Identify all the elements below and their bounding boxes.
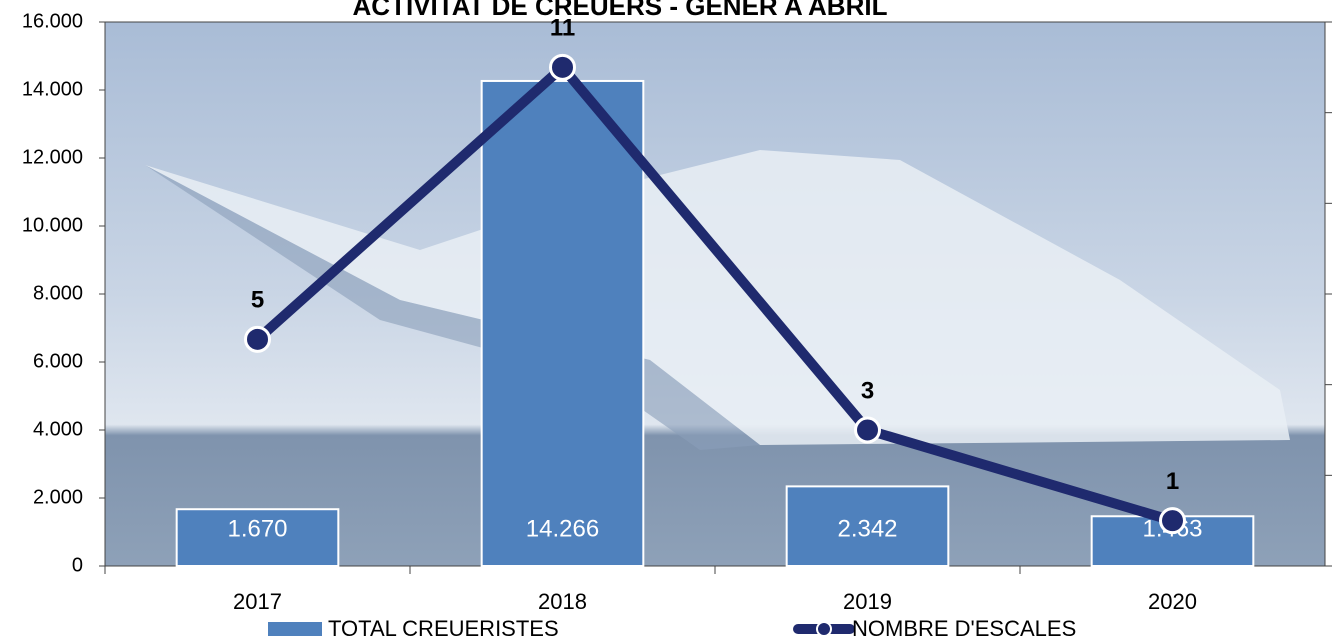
y-tick-label: 8.000: [33, 282, 83, 304]
y-tick-label: 14.000: [22, 78, 83, 100]
marker: [244, 325, 271, 353]
data-label: 1: [1166, 468, 1179, 495]
legend-label: NOMBRE D'ESCALES: [852, 616, 1076, 641]
y-tick-label: 6.000: [33, 350, 83, 372]
y-tick-label: 16.000: [22, 10, 83, 32]
y-tick-label: 0: [72, 554, 83, 576]
legend: TOTAL CREUERISTES NOMBRE D'ESCALES: [268, 616, 1076, 641]
y-tick-label: 4.000: [33, 418, 83, 440]
bar: [175, 508, 340, 567]
x-tick-label: 2020: [1148, 589, 1197, 614]
marker: [854, 416, 881, 444]
data-label: 1.670: [227, 515, 287, 542]
x-tick-label: 2018: [538, 589, 587, 614]
bar: [785, 485, 950, 568]
data-label: 14.266: [526, 515, 599, 542]
legend-marker: [816, 621, 832, 637]
data-label: 5: [251, 287, 264, 314]
bar: [480, 79, 645, 568]
marker: [549, 53, 576, 81]
data-label: 11: [550, 15, 575, 42]
legend-swatch: [268, 622, 322, 636]
chart-title: ACTIVITAT DE CREUERS - GENER A ABRIL: [353, 0, 888, 21]
y-tick-label: 10.000: [22, 214, 83, 236]
y-tick-label: 2.000: [33, 486, 83, 508]
y-tick-label: 12.000: [22, 146, 83, 168]
legend-label: TOTAL CREUERISTES: [328, 616, 559, 641]
line: [254, 62, 1174, 526]
x-tick-label: 2019: [843, 589, 892, 614]
background: [105, 22, 1325, 566]
data-label: 3: [861, 377, 874, 404]
data-label: 2.342: [837, 515, 897, 542]
marker: [1159, 507, 1186, 535]
x-tick-label: 2017: [233, 589, 282, 614]
